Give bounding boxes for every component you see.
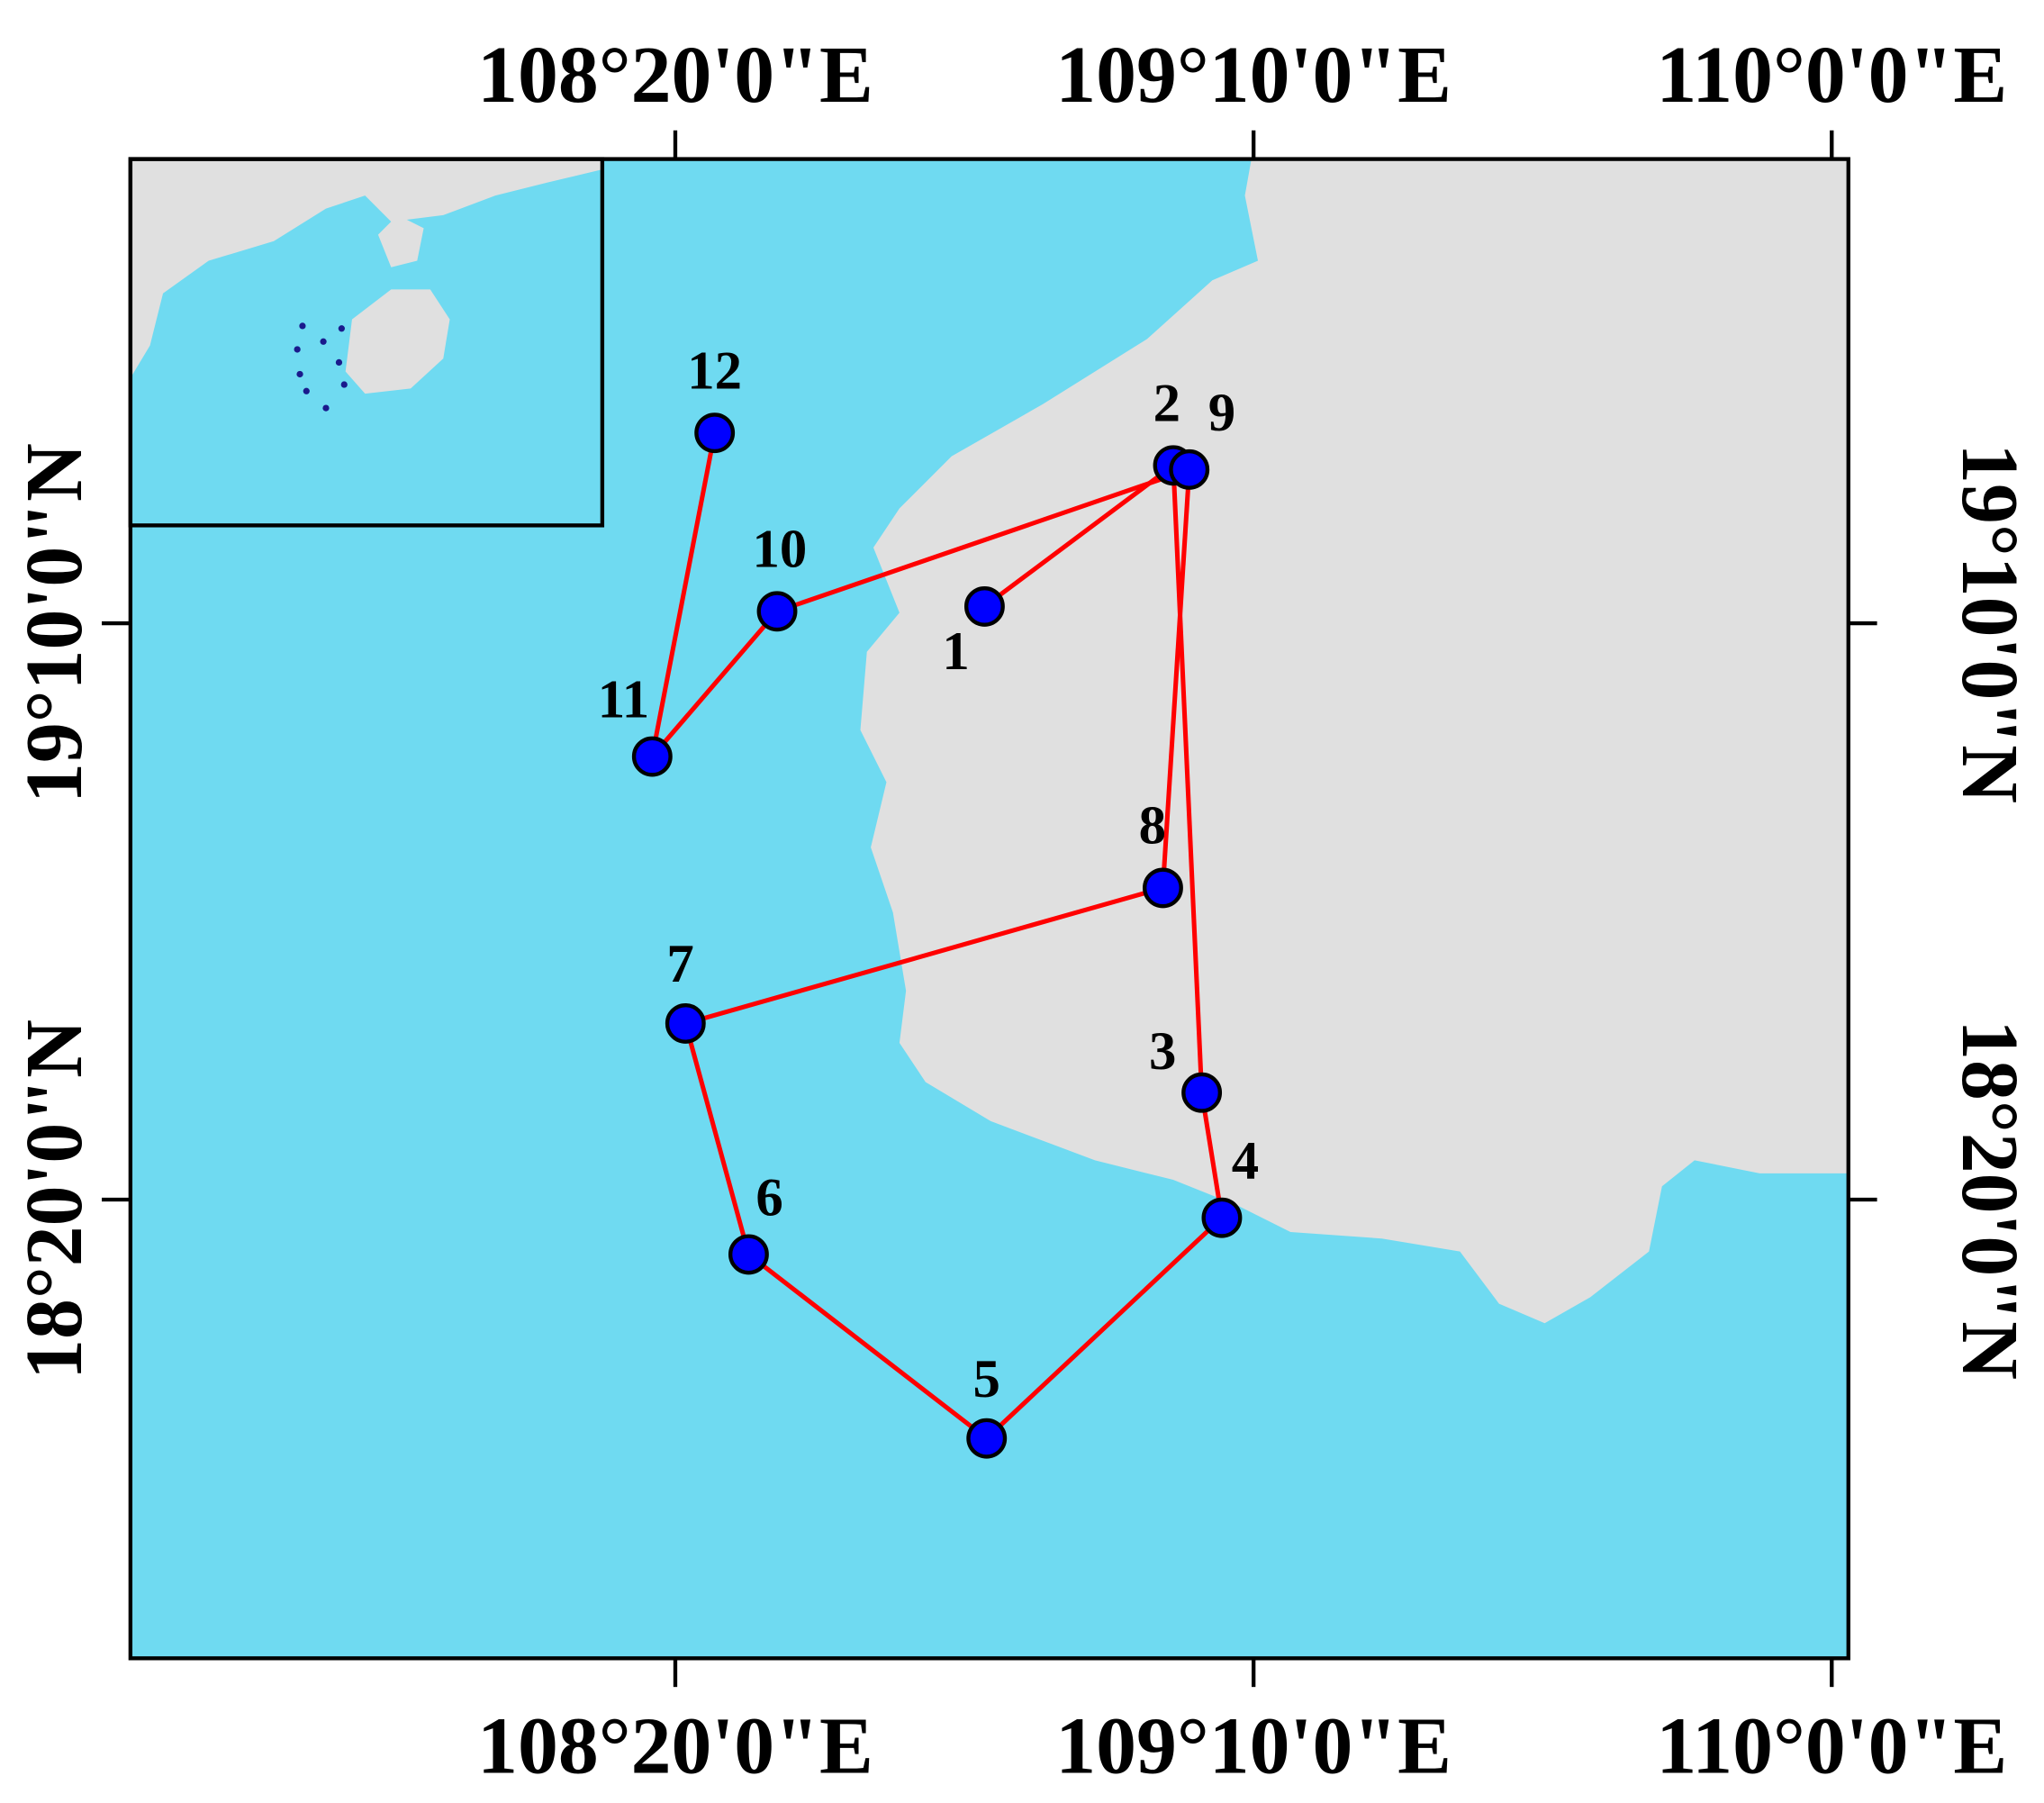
station (966, 1418, 1008, 1459)
station (963, 585, 1005, 627)
station-label: 3 (1149, 1021, 1176, 1082)
y-tick-label: 19°10'0"N (10, 443, 99, 803)
station-label: 7 (666, 934, 693, 994)
route-segment (649, 432, 718, 757)
x-tick-label: 108°20'0"E (477, 1702, 873, 1791)
station-label: 6 (755, 1167, 782, 1228)
route-segment (1171, 465, 1205, 1093)
station (728, 1234, 769, 1275)
station-label: 12 (687, 340, 742, 401)
route-segment (1199, 1092, 1225, 1219)
station (1181, 1072, 1223, 1113)
route-segment (746, 1252, 989, 1441)
station-label: 11 (598, 670, 649, 730)
station (631, 736, 673, 777)
route-segment (683, 1022, 751, 1255)
station-label: 2 (1153, 374, 1180, 434)
map-frame (128, 157, 1850, 1661)
y-tick-label: 18°20'0"N (1945, 1019, 2034, 1380)
route-segment (984, 1216, 1224, 1440)
x-tick-label: 109°10'0"E (1055, 31, 1452, 120)
route-segment (776, 467, 1190, 614)
route-segment (650, 610, 779, 758)
x-tick-label: 108°20'0"E (477, 31, 873, 120)
station-label: 9 (1208, 383, 1235, 443)
station-label: 8 (1139, 796, 1166, 856)
route-segment (1160, 469, 1192, 889)
station-label: 10 (753, 520, 808, 580)
station (694, 412, 736, 454)
y-tick-label: 18°20'0"N (10, 1019, 99, 1380)
station (665, 1002, 706, 1044)
station-label: 5 (973, 1349, 1000, 1409)
x-tick-label: 109°10'0"E (1055, 1702, 1452, 1791)
route-segment (684, 885, 1164, 1026)
station (1201, 1197, 1243, 1238)
station (756, 591, 798, 632)
inset (128, 157, 605, 528)
station (1143, 867, 1183, 909)
station (1169, 448, 1210, 490)
station-label: 1 (942, 621, 969, 682)
land (860, 159, 1849, 1324)
route-segment (982, 463, 1175, 609)
x-tick-label: 110°0'0"E (1656, 31, 2007, 120)
station-label: 4 (1232, 1131, 1259, 1191)
x-tick-label: 110°0'0"E (1656, 1702, 2007, 1791)
y-tick-label: 19°10'0"N (1945, 443, 2034, 803)
